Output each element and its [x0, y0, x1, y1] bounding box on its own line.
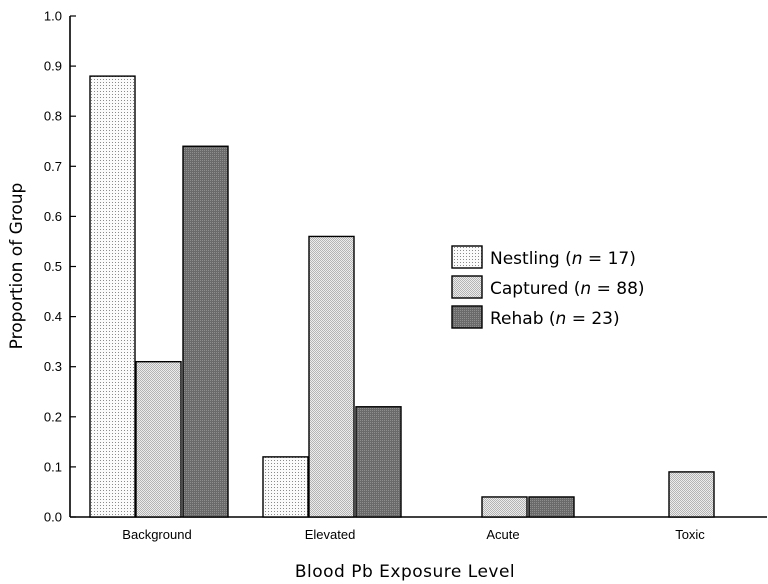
x-tick-label: Toxic: [675, 527, 705, 542]
bar-captured-background: [135, 360, 182, 518]
x-tick-label: Background: [122, 527, 191, 542]
y-tick-label: 0.8: [44, 109, 62, 124]
y-tick-label: 0.6: [44, 209, 62, 224]
y-tick-label: 0.0: [44, 510, 62, 525]
bars: [89, 75, 715, 518]
y-tick-label: 0.4: [44, 309, 62, 324]
bar-captured-acute: [481, 496, 528, 518]
bar-rehab-background: [182, 145, 229, 518]
legend-swatch-captured: [451, 275, 483, 299]
y-tick-label: 0.1: [44, 459, 62, 474]
y-axis: 0.0 0.1 0.2 0.3 0.4 0.5 0.6 0.7 0.8 0.9 1.0: [44, 9, 76, 525]
bar-captured-toxic: [668, 471, 715, 518]
legend-label-nestling: Nestling (n = 17): [490, 249, 636, 269]
y-tick-label: 0.2: [44, 409, 62, 424]
bar-nestling-background: [89, 75, 136, 518]
y-tick-label: 1.0: [44, 9, 62, 24]
bar-captured-elevated: [308, 235, 355, 518]
y-tick-label: 0.5: [44, 259, 62, 274]
bar-rehab-elevated: [355, 406, 402, 518]
y-tick-label: 0.9: [44, 59, 62, 74]
bar-nestling-elevated: [262, 456, 309, 518]
y-tick-label: 0.3: [44, 359, 62, 374]
legend: Nestling (n = 17) Captured (n = 88) Rehab …: [451, 245, 645, 329]
x-tick-label: Elevated: [305, 527, 356, 542]
legend-swatch-rehab: [451, 305, 483, 329]
legend-label-captured: Captured (n = 88): [490, 279, 645, 299]
legend-label-rehab: Rehab (n = 23): [490, 309, 620, 329]
y-tick-label: 0.7: [44, 159, 62, 174]
x-axis-title: Blood Pb Exposure Level: [295, 562, 515, 582]
y-axis-title: Proportion of Group: [7, 183, 27, 350]
bar-rehab-acute: [528, 496, 575, 518]
x-tick-label: Acute: [486, 527, 519, 542]
legend-swatch-nestling: [451, 245, 483, 269]
